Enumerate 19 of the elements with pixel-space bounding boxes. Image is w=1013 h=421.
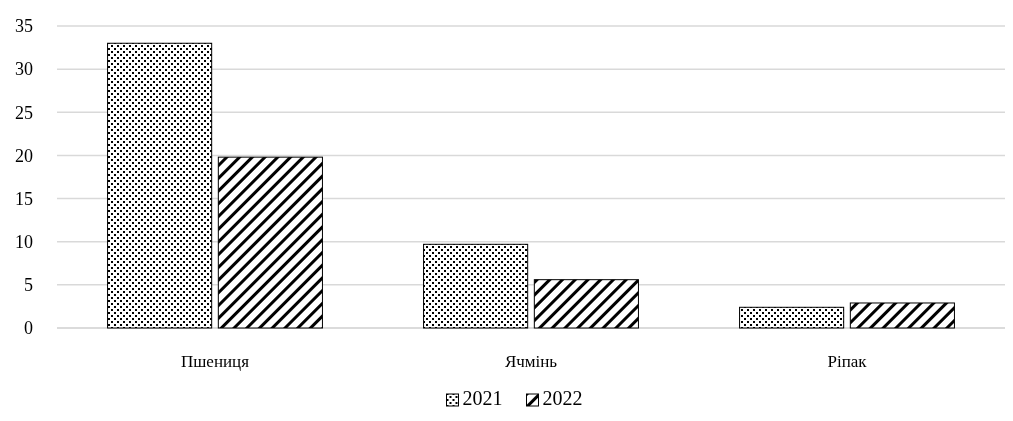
- legend-label: 2021: [462, 387, 503, 409]
- y-tick-label: 5: [24, 275, 33, 296]
- bar: [739, 306, 845, 329]
- y-tick-label: 0: [24, 318, 33, 339]
- x-tick-label: Ріпак: [827, 352, 868, 371]
- legend-label: 2022: [542, 387, 583, 409]
- bar: [423, 243, 529, 329]
- y-tick-label: 10: [15, 232, 33, 253]
- x-tick-label: Ячмінь: [504, 352, 558, 371]
- y-tick-label: 20: [15, 145, 33, 166]
- bar: [107, 42, 213, 329]
- y-tick-label: 15: [15, 188, 33, 209]
- y-tick-label: 25: [15, 102, 33, 123]
- x-tick-label: Пшениця: [180, 352, 250, 371]
- bar: [217, 156, 323, 329]
- y-tick-label: 35: [15, 16, 33, 37]
- bar: [849, 302, 955, 329]
- y-tick-label: 30: [15, 59, 33, 80]
- bar: [533, 279, 639, 329]
